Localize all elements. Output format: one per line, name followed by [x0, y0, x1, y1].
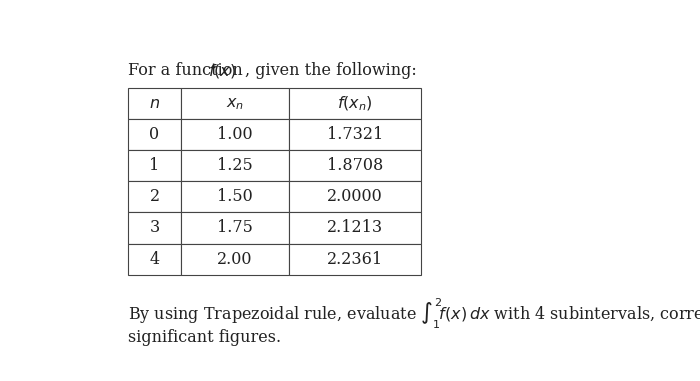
Bar	[289, 119, 421, 150]
Bar	[289, 150, 421, 181]
Text: For a function: For a function	[128, 62, 253, 79]
Text: 1.7321: 1.7321	[327, 126, 384, 143]
Bar	[289, 181, 421, 213]
Text: 2.1213: 2.1213	[327, 219, 384, 237]
Text: , given the following:: , given the following:	[245, 62, 416, 79]
Text: $x_n$: $x_n$	[226, 95, 244, 112]
Text: 2.00: 2.00	[218, 251, 253, 267]
Bar	[181, 119, 289, 150]
Text: $f(x)$: $f(x)$	[209, 62, 237, 80]
Text: 1.50: 1.50	[217, 189, 253, 205]
Bar	[128, 181, 181, 213]
Bar	[128, 119, 181, 150]
Bar	[289, 88, 421, 119]
Text: By using Trapezoidal rule, evaluate $\int_1^2\! f(x)\, dx$ with 4 subintervals, : By using Trapezoidal rule, evaluate $\in…	[128, 296, 700, 331]
Bar	[181, 181, 289, 213]
Bar	[289, 243, 421, 275]
Bar	[128, 243, 181, 275]
Bar	[181, 88, 289, 119]
Text: 4: 4	[150, 251, 160, 267]
Bar	[289, 213, 421, 243]
Bar	[128, 213, 181, 243]
Text: $f(x_n)$: $f(x_n)$	[337, 94, 373, 113]
Bar	[181, 150, 289, 181]
Text: 1: 1	[149, 157, 160, 174]
Text: 2.2361: 2.2361	[327, 251, 384, 267]
Text: 1.00: 1.00	[217, 126, 253, 143]
Bar	[128, 150, 181, 181]
Bar	[181, 243, 289, 275]
Text: 1.25: 1.25	[217, 157, 253, 174]
Text: significant figures.: significant figures.	[128, 329, 281, 346]
Text: $n$: $n$	[149, 95, 160, 112]
Text: 0: 0	[150, 126, 160, 143]
Bar	[181, 213, 289, 243]
Text: 1.75: 1.75	[217, 219, 253, 237]
Bar	[128, 88, 181, 119]
Text: 1.8708: 1.8708	[327, 157, 384, 174]
Text: 2: 2	[150, 189, 160, 205]
Text: 2.0000: 2.0000	[328, 189, 383, 205]
Text: 3: 3	[149, 219, 160, 237]
